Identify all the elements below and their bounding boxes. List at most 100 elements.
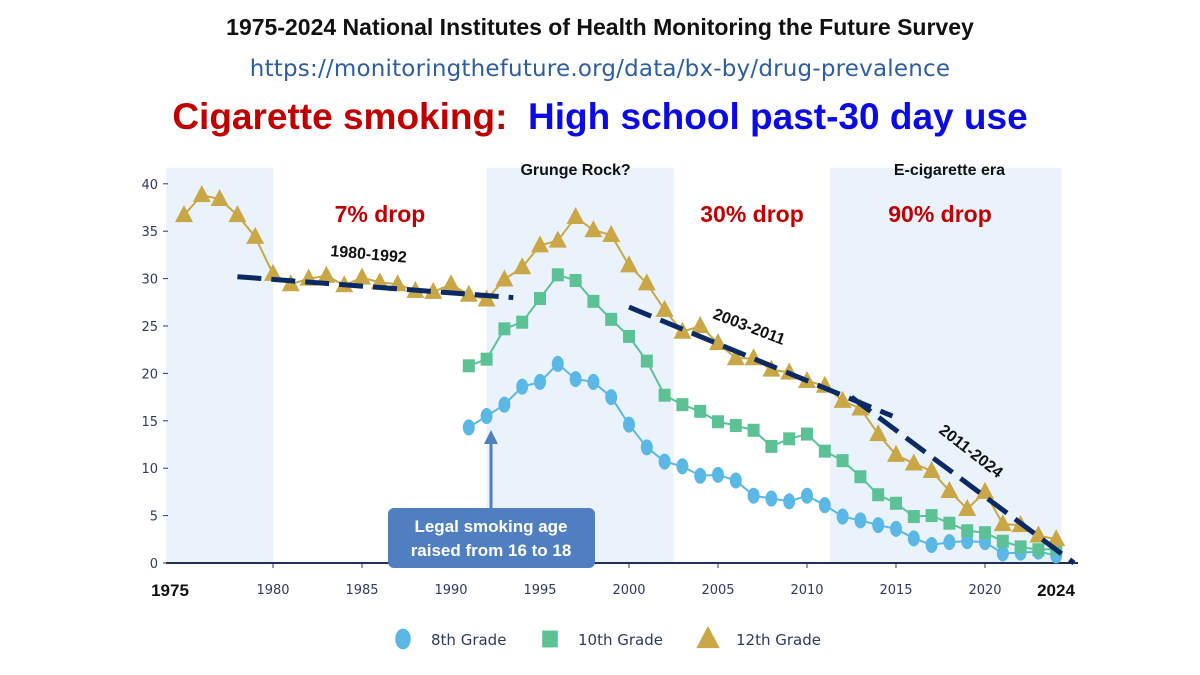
data-point-8th-grade xyxy=(943,534,956,551)
y-tick-label: 25 xyxy=(141,320,158,335)
title-part-substance: Cigarette smoking: xyxy=(172,96,508,137)
legend-marker-8th-grade xyxy=(395,628,411,650)
data-point-10th-grade xyxy=(818,444,831,458)
data-point-12th-grade xyxy=(940,480,959,498)
data-point-8th-grade xyxy=(534,373,546,390)
data-point-8th-grade xyxy=(551,355,564,372)
x-tick-label-end: 2024 xyxy=(1037,581,1075,600)
x-tick-label: 2000 xyxy=(612,583,645,598)
y-tick-label: 5 xyxy=(150,510,158,525)
y-tick-label: 0 xyxy=(150,557,158,572)
callout-text-line2: raised from 16 to 18 xyxy=(411,541,572,560)
data-point-8th-grade xyxy=(480,408,493,425)
series-line-8th-grade xyxy=(468,362,1057,557)
data-point-8th-grade xyxy=(498,396,511,413)
data-point-10th-grade xyxy=(996,534,1009,548)
data-point-8th-grade xyxy=(569,371,582,388)
data-point-10th-grade xyxy=(783,432,796,446)
data-point-12th-grade xyxy=(566,206,585,224)
data-point-10th-grade xyxy=(480,352,493,366)
callout-box xyxy=(388,508,595,568)
data-point-12th-grade xyxy=(246,226,265,244)
data-point-12th-grade xyxy=(442,274,460,292)
data-point-8th-grade xyxy=(818,497,831,514)
trend-line-2003-2011 xyxy=(628,304,894,419)
x-tick-label: 1995 xyxy=(523,583,556,598)
data-point-8th-grade xyxy=(765,490,778,507)
data-point-8th-grade xyxy=(996,545,1009,562)
data-point-12th-grade xyxy=(887,444,905,462)
data-point-10th-grade xyxy=(854,470,867,484)
data-point-12th-grade xyxy=(1047,529,1066,547)
data-point-10th-grade xyxy=(979,526,991,540)
data-point-10th-grade xyxy=(872,488,885,502)
data-point-12th-grade xyxy=(495,269,514,287)
data-point-10th-grade xyxy=(534,292,546,306)
data-point-10th-grade xyxy=(587,294,600,308)
source-url[interactable]: https://monitoringthefuture.org/data/bx-… xyxy=(249,56,951,82)
data-point-12th-grade xyxy=(602,224,621,242)
period-label-ecig: E-cigarette era xyxy=(894,162,1005,179)
data-point-10th-grade xyxy=(729,419,742,433)
data-point-12th-grade xyxy=(904,453,923,471)
data-point-8th-grade xyxy=(872,517,885,534)
legend-marker-10th-grade xyxy=(542,630,558,648)
data-point-12th-grade xyxy=(228,205,247,223)
series-10th-grade xyxy=(462,268,1063,557)
data-point-8th-grade xyxy=(623,416,635,433)
y-tick-label: 30 xyxy=(141,273,158,288)
survey-title: 1975-2024 National Institutes of Health … xyxy=(226,14,974,40)
data-point-12th-grade xyxy=(175,205,193,223)
data-point-12th-grade xyxy=(673,321,692,339)
data-point-12th-grade xyxy=(353,267,371,285)
data-point-10th-grade xyxy=(925,509,938,523)
data-point-12th-grade xyxy=(709,333,727,351)
data-point-10th-grade xyxy=(462,359,475,373)
trend-line-2011-2024 xyxy=(850,395,1076,566)
data-point-12th-grade xyxy=(869,424,888,442)
data-point-10th-grade xyxy=(836,454,849,468)
data-point-8th-grade xyxy=(747,487,760,504)
data-point-12th-grade xyxy=(584,220,603,238)
data-point-10th-grade xyxy=(890,496,902,510)
trend-line-1980-1992 xyxy=(237,274,514,301)
axes: 0 5 10 15 20 25 30 35 40 1980 1985 1990 1995 2000 2005… xyxy=(141,178,1078,600)
data-point-10th-grade xyxy=(961,524,974,538)
data-point-8th-grade xyxy=(836,508,849,525)
data-point-12th-grade xyxy=(548,230,567,248)
y-tick-label: 20 xyxy=(141,367,158,382)
data-point-10th-grade xyxy=(623,329,635,343)
callout-arrow-head xyxy=(484,430,498,444)
data-point-12th-grade xyxy=(531,235,549,253)
data-point-8th-grade xyxy=(516,378,529,395)
data-point-12th-grade xyxy=(317,265,336,283)
data-point-10th-grade xyxy=(569,273,582,287)
x-tick-label: 1980 xyxy=(256,583,289,598)
data-point-12th-grade xyxy=(976,481,994,499)
data-point-10th-grade xyxy=(943,516,956,530)
data-point-10th-grade xyxy=(801,427,813,441)
callout-text-line1: Legal smoking age xyxy=(414,517,567,536)
data-point-10th-grade xyxy=(712,415,724,429)
data-point-8th-grade xyxy=(676,458,689,475)
legend-marker-12th-grade xyxy=(696,626,720,649)
data-point-8th-grade xyxy=(587,373,600,390)
data-point-10th-grade xyxy=(694,404,707,418)
data-point-10th-grade xyxy=(498,322,511,336)
data-point-12th-grade xyxy=(851,398,870,416)
data-point-12th-grade xyxy=(210,188,229,206)
data-point-8th-grade xyxy=(925,536,938,553)
data-point-8th-grade xyxy=(658,453,671,470)
data-point-8th-grade xyxy=(640,439,653,456)
data-point-12th-grade xyxy=(1029,525,1048,543)
data-point-12th-grade xyxy=(513,257,532,275)
data-point-10th-grade xyxy=(907,510,920,524)
data-point-12th-grade xyxy=(264,263,282,281)
data-point-12th-grade xyxy=(192,185,211,203)
data-point-10th-grade xyxy=(747,423,760,437)
title-part-measure: High school past-30 day use xyxy=(528,96,1028,137)
y-tick-label: 35 xyxy=(141,225,158,240)
trend-label-1980-1992: 1980-1992 xyxy=(330,243,408,267)
series-line-10th-grade xyxy=(468,273,1057,551)
data-point-12th-grade xyxy=(655,299,674,317)
